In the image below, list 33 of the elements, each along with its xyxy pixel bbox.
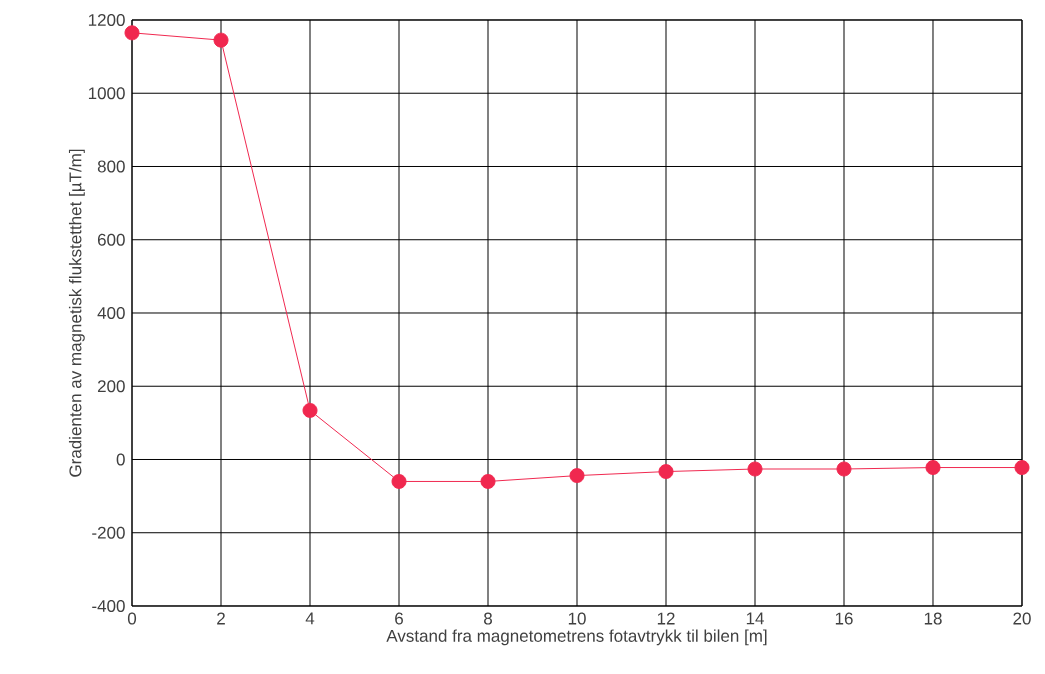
y-tick-label: 600 xyxy=(97,233,125,246)
y-tick-label: 1000 xyxy=(88,87,125,100)
point xyxy=(925,460,941,476)
y-tick-label: 400 xyxy=(97,306,125,320)
point xyxy=(569,468,585,484)
x-tick-label: 2 xyxy=(217,612,225,625)
y-tick-label: 800 xyxy=(97,160,125,173)
point xyxy=(747,461,763,477)
y-tick-label: 0 xyxy=(116,453,125,466)
y-tick-label: 200 xyxy=(97,380,125,393)
x-tick-label: 8 xyxy=(484,612,492,625)
x-tick-label: 4 xyxy=(305,612,315,625)
point xyxy=(213,32,229,48)
point xyxy=(658,464,674,480)
x-tick-label: 12 xyxy=(657,612,675,625)
point xyxy=(391,473,407,489)
y-axis-title: Gradienten av magnetisk flukstetthet [µT/m] xyxy=(68,149,85,477)
point xyxy=(124,25,140,41)
x-axis-title: Avstand fra magnetometrens fotavtrykk til bilen [m] xyxy=(386,629,767,646)
x-tick-label: 10 xyxy=(568,612,586,625)
y-tick-label: -400 xyxy=(92,599,125,613)
x-tick-label: 20 xyxy=(1013,612,1031,625)
point xyxy=(480,473,496,489)
point xyxy=(302,402,318,418)
x-tick-label: 16 xyxy=(835,612,853,625)
x-tick-label: 14 xyxy=(746,612,764,625)
x-tick-label: 18 xyxy=(924,612,942,625)
y-tick-label: 1200 xyxy=(88,13,125,27)
x-tick-label: 6 xyxy=(395,612,403,625)
point xyxy=(1014,460,1030,476)
point xyxy=(836,461,852,477)
y-tick-label: -200 xyxy=(92,526,125,539)
x-tick-label: 0 xyxy=(127,612,137,625)
